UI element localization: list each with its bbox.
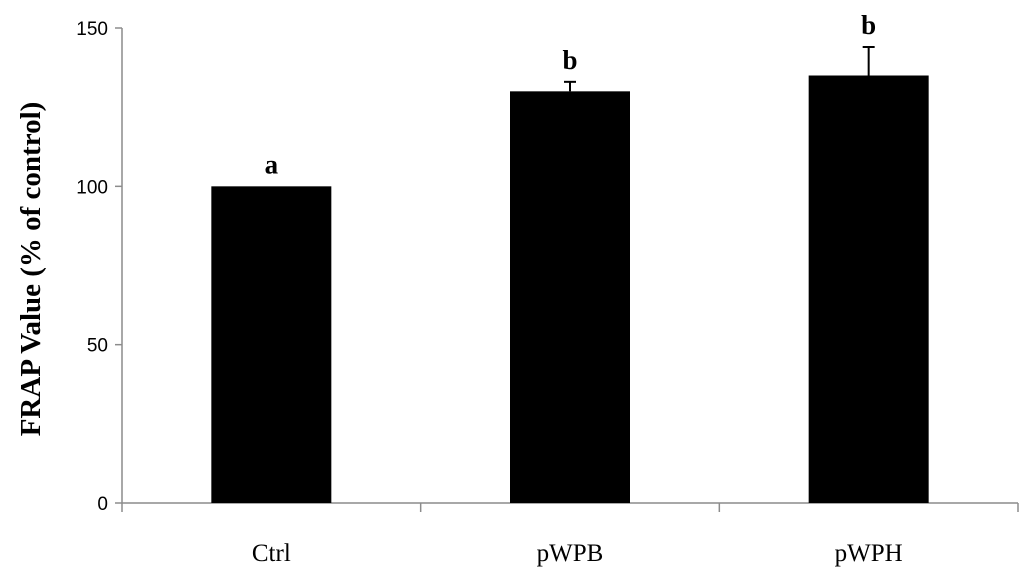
bar [211, 186, 332, 504]
significance-letter: b [562, 45, 577, 75]
bar [808, 75, 929, 503]
x-tick-label: Ctrl [252, 540, 291, 567]
labels: Ctrl a pWPB b pWPH b [252, 10, 903, 567]
y-tick-label: 100 [76, 177, 108, 198]
y-axis-title: FRAP Value (% of control) [15, 102, 47, 437]
significance-letter: b [861, 10, 876, 40]
significance-letter: a [265, 149, 279, 179]
y-tick-label: 150 [76, 19, 108, 40]
x-tick-label: pWPB [537, 540, 604, 567]
x-tick-label: pWPH [835, 540, 903, 567]
y-tick-label: 50 [87, 336, 108, 357]
bars [211, 46, 929, 504]
bar [510, 91, 630, 503]
y-tick-label: 0 [97, 494, 108, 515]
